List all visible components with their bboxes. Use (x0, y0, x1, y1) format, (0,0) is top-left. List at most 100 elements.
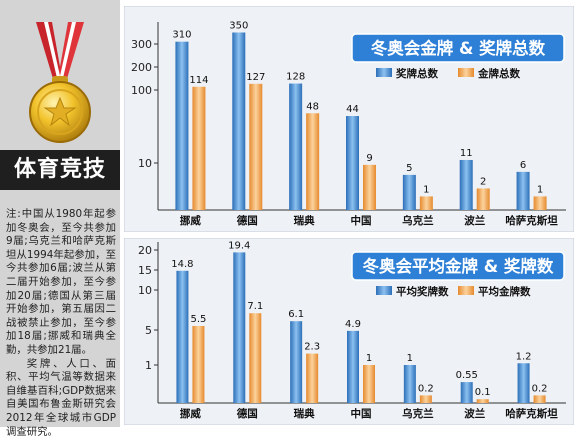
legend-label: 金牌总数 (477, 67, 520, 80)
bar (403, 365, 416, 403)
legend-swatch (376, 286, 392, 295)
x-tick-label: 中国 (351, 407, 372, 420)
data-label: 310 (172, 30, 191, 41)
x-tick-label: 瑞典 (294, 214, 315, 227)
data-label: 6 (520, 160, 526, 171)
x-tick-label: 哈萨克斯坦 (505, 407, 558, 420)
bar (533, 395, 546, 403)
note-paragraph-1: 注:中国从1980年起参加冬奥会，至今共参加9届;乌克兰和哈萨克斯坦从1994年… (6, 208, 116, 356)
x-tick-label: 挪威 (180, 407, 201, 420)
chart-title: 冬奥会平均金牌 & 奖牌数 (363, 256, 554, 276)
legend-swatch (376, 68, 392, 77)
y-tick-label: 15 (138, 264, 152, 277)
data-label: 9 (366, 153, 372, 164)
bar (363, 164, 376, 210)
bar (419, 196, 433, 210)
chart-title-box (351, 33, 565, 63)
note-paragraph-2: 奖牌、人口、面积、平均气温等数据来自维基百科;GDP数据来自美国布鲁金斯研究会2… (6, 357, 116, 438)
chart-medal-averages: 1 5 10 15 20 14.8 5.5 挪威 19.4 7.1 德国 6.1 2.3 瑞典 4.9 1 中国… (123, 237, 575, 426)
bar (289, 83, 303, 210)
data-label: 350 (229, 21, 248, 32)
x-tick-label: 乌克兰 (402, 214, 434, 227)
bar (175, 41, 189, 211)
data-label: 128 (286, 72, 305, 83)
sidebar-title: 体育竞技 (0, 150, 120, 190)
sidebar: 体育竞技 注:中国从1980年起参加冬奥会，至今共参加9届;乌克兰和哈萨克斯坦从… (0, 0, 120, 438)
y-tick-label: 5 (145, 324, 152, 337)
legend-label: 平均奖牌数 (396, 285, 449, 298)
bar (192, 326, 205, 403)
y-tick-label: 200 (131, 61, 152, 74)
x-tick-label: 德国 (236, 214, 258, 227)
data-label: 19.4 (228, 240, 250, 251)
x-tick-label: 哈萨克斯坦 (505, 214, 558, 227)
bar (249, 313, 262, 403)
bar (232, 32, 246, 210)
data-label: 7.1 (247, 301, 263, 312)
chart-title: 冬奥会金牌 & 奖牌总数 (371, 38, 546, 58)
data-label: 127 (246, 72, 265, 83)
data-label: 0.2 (532, 383, 548, 394)
data-label: 2.3 (304, 342, 320, 353)
data-label: 0.2 (418, 383, 434, 394)
bar (249, 83, 263, 210)
x-tick-label: 波兰 (464, 214, 485, 227)
data-label: 14.8 (171, 259, 193, 270)
legend-label: 平均金牌数 (478, 285, 531, 298)
data-label: 5.5 (190, 314, 206, 325)
medal-icon (29, 22, 91, 143)
legend-swatch (458, 286, 474, 295)
data-label: 5 (406, 163, 412, 174)
y-tick-label: 10 (138, 157, 152, 170)
y-tick-label: 1 (145, 359, 152, 372)
bar (363, 365, 375, 403)
data-label: 1.2 (516, 351, 532, 362)
bar (306, 113, 320, 210)
x-tick-label: 瑞典 (294, 407, 315, 420)
data-label: 114 (189, 75, 208, 86)
x-tick-label: 乌克兰 (402, 407, 434, 420)
data-label: 1 (423, 184, 429, 195)
bar (347, 330, 359, 403)
bar (290, 321, 303, 403)
bar (346, 116, 359, 210)
data-label: 0.1 (475, 387, 491, 398)
chart-medal-totals: 10 100 200 300 310 114 挪威 350 127 德国 128 48 瑞典 44 9 中国 5… (123, 5, 575, 233)
data-label: 1 (366, 353, 372, 364)
bar (476, 399, 489, 403)
data-label: 0.55 (456, 370, 478, 381)
bar (460, 382, 473, 403)
bar (459, 159, 473, 210)
bar (533, 196, 547, 210)
data-label: 11 (460, 148, 473, 159)
data-label: 44 (346, 104, 359, 115)
y-tick-label: 10 (138, 284, 152, 297)
bar (176, 270, 189, 403)
bar (516, 171, 530, 210)
x-tick-label: 德国 (236, 407, 258, 420)
x-tick-label: 中国 (351, 214, 372, 227)
legend-label: 奖牌总数 (396, 67, 438, 80)
bar (233, 252, 246, 403)
legend-swatch (458, 68, 474, 77)
bar (402, 174, 416, 210)
bar (517, 363, 530, 403)
x-tick-label: 波兰 (464, 407, 485, 420)
data-label: 4.9 (345, 319, 361, 330)
y-tick-label: 100 (131, 84, 152, 97)
chart-medal-averages-svg: 1510152014.85.5挪威19.47.1德国6.12.3瑞典4.91中国… (123, 237, 575, 426)
data-label: 6.1 (288, 309, 304, 320)
x-tick-label: 挪威 (180, 214, 201, 227)
sidebar-note: 注:中国从1980年起参加冬奥会，至今共参加9届;乌克兰和哈萨克斯坦从1994年… (6, 208, 116, 439)
data-label: 1 (537, 184, 543, 195)
y-tick-label: 300 (131, 38, 152, 51)
data-label: 2 (480, 176, 486, 187)
bar (192, 86, 206, 210)
data-label: 1 (407, 353, 413, 364)
y-tick-label: 20 (138, 244, 152, 257)
bar (476, 188, 490, 210)
bar (419, 395, 432, 403)
data-label: 48 (306, 101, 319, 112)
chart-medal-totals-svg: 10 100 200 300 310 114 挪威 350 127 德国 128 48 瑞典 44 9 中国 5… (123, 5, 575, 233)
bar (306, 353, 319, 403)
